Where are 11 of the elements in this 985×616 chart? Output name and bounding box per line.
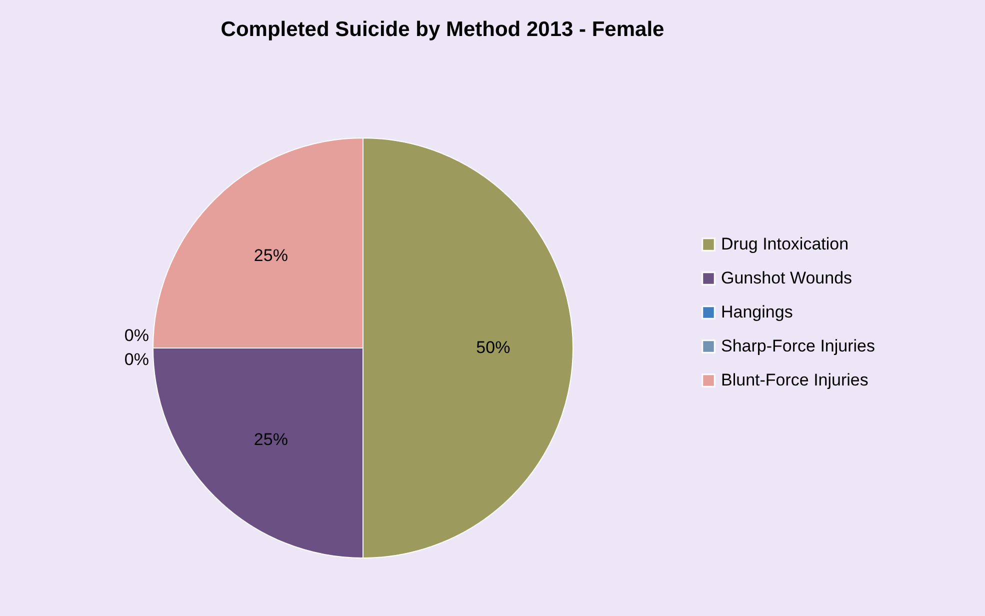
text: 0%: [124, 350, 149, 369]
chart-title: Completed Suicide by Method 2013 - Female: [220, 18, 664, 41]
legend-label: Drug Intoxication: [721, 234, 849, 254]
legend-label: Blunt-Force Injuries: [721, 370, 868, 390]
data-label: 50%: [476, 338, 510, 357]
legend-label: Sharp-Force Injuries: [721, 336, 876, 356]
data-label: 25%: [254, 430, 288, 450]
text: 0%: [124, 326, 149, 345]
legend-label: Gunshot Wounds: [721, 268, 852, 288]
legend-label: Hangings: [721, 302, 793, 322]
data-label: 25%: [254, 246, 288, 265]
